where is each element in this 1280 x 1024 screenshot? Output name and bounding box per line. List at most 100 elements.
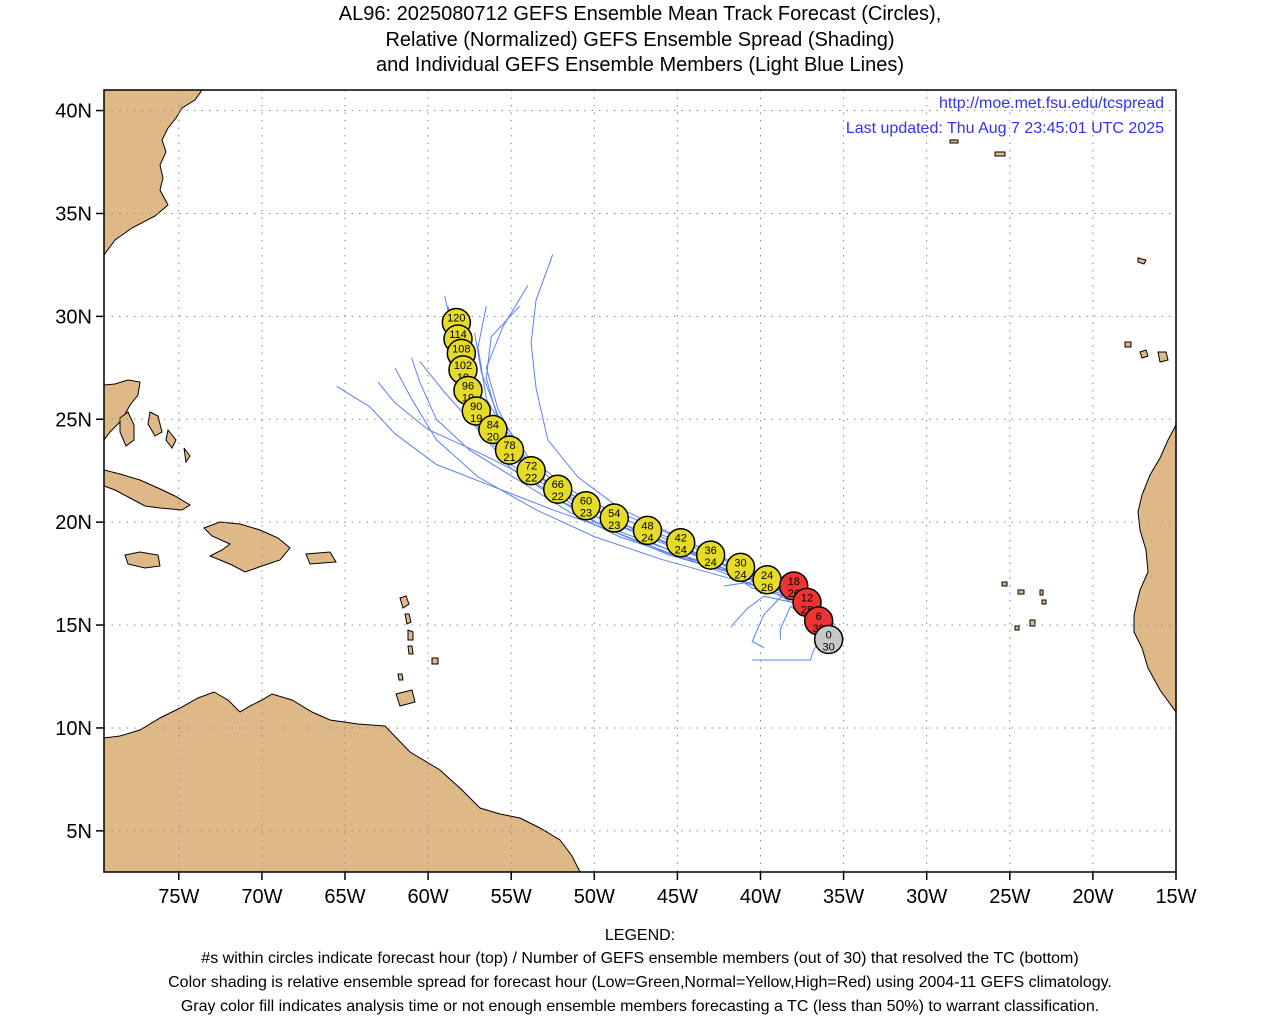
- grid-lines: [104, 90, 1176, 872]
- map-frame: [103, 89, 1177, 873]
- forecast-hour-label: 36: [705, 545, 717, 557]
- forecast-hour-label: 66: [552, 479, 564, 491]
- lon-tick-label: 25W: [989, 886, 1030, 908]
- member-count-label: 19: [470, 413, 482, 425]
- jamaica: [124, 551, 161, 569]
- hispaniola: [203, 521, 291, 573]
- forecast-circle: [665, 527, 696, 558]
- lat-tick-label: 30N: [55, 306, 92, 328]
- forecast-hour-label: 24: [761, 570, 773, 582]
- legend-line-1: #s within circles indicate forecast hour…: [201, 950, 1079, 967]
- canary-islands: [1124, 341, 1169, 363]
- lesser-antilles: [397, 595, 439, 681]
- member-count-label: 24: [675, 545, 687, 557]
- forecast-hour-label: 48: [641, 520, 653, 532]
- bahamas: [119, 411, 191, 464]
- south-america-coast: [104, 691, 581, 872]
- source-url: http://moe.met.fsu.edu/tcspread: [939, 95, 1164, 112]
- member-count-label: 22: [525, 473, 537, 485]
- forecast-circle: [599, 503, 629, 533]
- forecast-hour-label: 102: [454, 360, 472, 372]
- forecast-hour-label: 54: [608, 508, 620, 520]
- forecast-hour-label: 6: [816, 611, 822, 623]
- lon-tick-label: 40W: [740, 886, 781, 908]
- puerto-rico: [305, 551, 337, 565]
- cuba: [104, 469, 191, 511]
- forecast-hour-label: 108: [452, 343, 470, 355]
- forecast-hour-label: 84: [487, 420, 499, 432]
- lon-tick-label: 60W: [408, 886, 449, 908]
- forecast-hour-label: 42: [675, 533, 687, 545]
- lon-tick-label: 55W: [491, 886, 532, 908]
- forecast-circle: [571, 490, 601, 521]
- member-count-label: 21: [503, 452, 515, 464]
- forecast-hour-label: 60: [580, 496, 592, 508]
- lat-tick-label: 35N: [55, 203, 92, 225]
- forecast-circle: [813, 624, 844, 655]
- member-count-label: 30: [823, 641, 835, 653]
- cape-verde-islands: [1001, 581, 1047, 631]
- forecast-hour-label: 30: [734, 557, 746, 569]
- lat-tick-label: 10N: [55, 718, 92, 740]
- chart-title-line-1: AL96: 2025080712 GEFS Ensemble Mean Trac…: [338, 3, 942, 25]
- member-count-label: 20: [487, 432, 499, 444]
- florida-coast: [104, 379, 141, 441]
- forecast-circle: [478, 414, 508, 445]
- forecast-point-0h: 030: [813, 624, 844, 655]
- lon-tick-label: 70W: [241, 886, 282, 908]
- ensemble-mean-track: 1201911419108191021996199019842078217222…: [441, 307, 844, 655]
- member-count-label: 23: [608, 520, 620, 532]
- member-count-label: 26: [761, 582, 773, 594]
- forecast-circle: [516, 455, 546, 486]
- forecast-circle: [695, 540, 726, 570]
- latitude-axis: 40N 35N 30N 25N 20N 15N 10N 5N: [55, 101, 104, 843]
- lon-tick-label: 15W: [1155, 886, 1196, 908]
- lat-tick-label: 40N: [55, 101, 92, 123]
- land-layer: [104, 90, 1176, 872]
- chart-title-line-3: and Individual GEFS Ensemble Members (Li…: [375, 54, 905, 76]
- forecast-circle: [725, 552, 756, 583]
- longitude-axis: 75W 70W 65W 60W 55W 50W 45W 40W 35W 30W 25W 20W 15W: [158, 872, 1197, 908]
- lon-tick-label: 30W: [906, 886, 947, 908]
- africa-coast: [1133, 424, 1176, 713]
- forecast-hour-label: 96: [462, 380, 474, 392]
- forecast-circle: [461, 396, 492, 426]
- lat-tick-label: 20N: [55, 512, 92, 534]
- lon-tick-label: 65W: [324, 886, 365, 908]
- azores-islands: [949, 139, 1147, 265]
- last-updated: Last updated: Thu Aug 7 23:45:01 UTC 202…: [846, 120, 1164, 137]
- lon-tick-label: 50W: [574, 886, 615, 908]
- member-count-label: 22: [552, 491, 564, 503]
- lat-tick-label: 15N: [55, 615, 92, 637]
- legend-heading: LEGEND:: [604, 927, 676, 944]
- member-count-label: 24: [641, 532, 653, 544]
- member-count-label: 24: [705, 557, 717, 569]
- chart-title-line-2: Relative (Normalized) GEFS Ensemble Spre…: [385, 29, 895, 51]
- legend-line-2: Color shading is relative ensemble sprea…: [168, 974, 1112, 991]
- forecast-hour-label: 18: [788, 576, 800, 588]
- forecast-circle: [542, 474, 573, 504]
- member-count-label: 23: [580, 508, 592, 520]
- member-count-label: 24: [734, 569, 746, 581]
- forecast-circle: [494, 435, 525, 465]
- forecast-circle: [632, 515, 663, 546]
- legend-line-3: Gray color fill indicates analysis time …: [180, 998, 1100, 1015]
- forecast-hour-label: 72: [525, 461, 537, 473]
- lon-tick-label: 20W: [1072, 886, 1113, 908]
- trinidad: [395, 689, 416, 707]
- forecast-hour-label: 0: [826, 629, 832, 641]
- lat-tick-label: 5N: [66, 821, 92, 843]
- lon-tick-label: 35W: [823, 886, 864, 908]
